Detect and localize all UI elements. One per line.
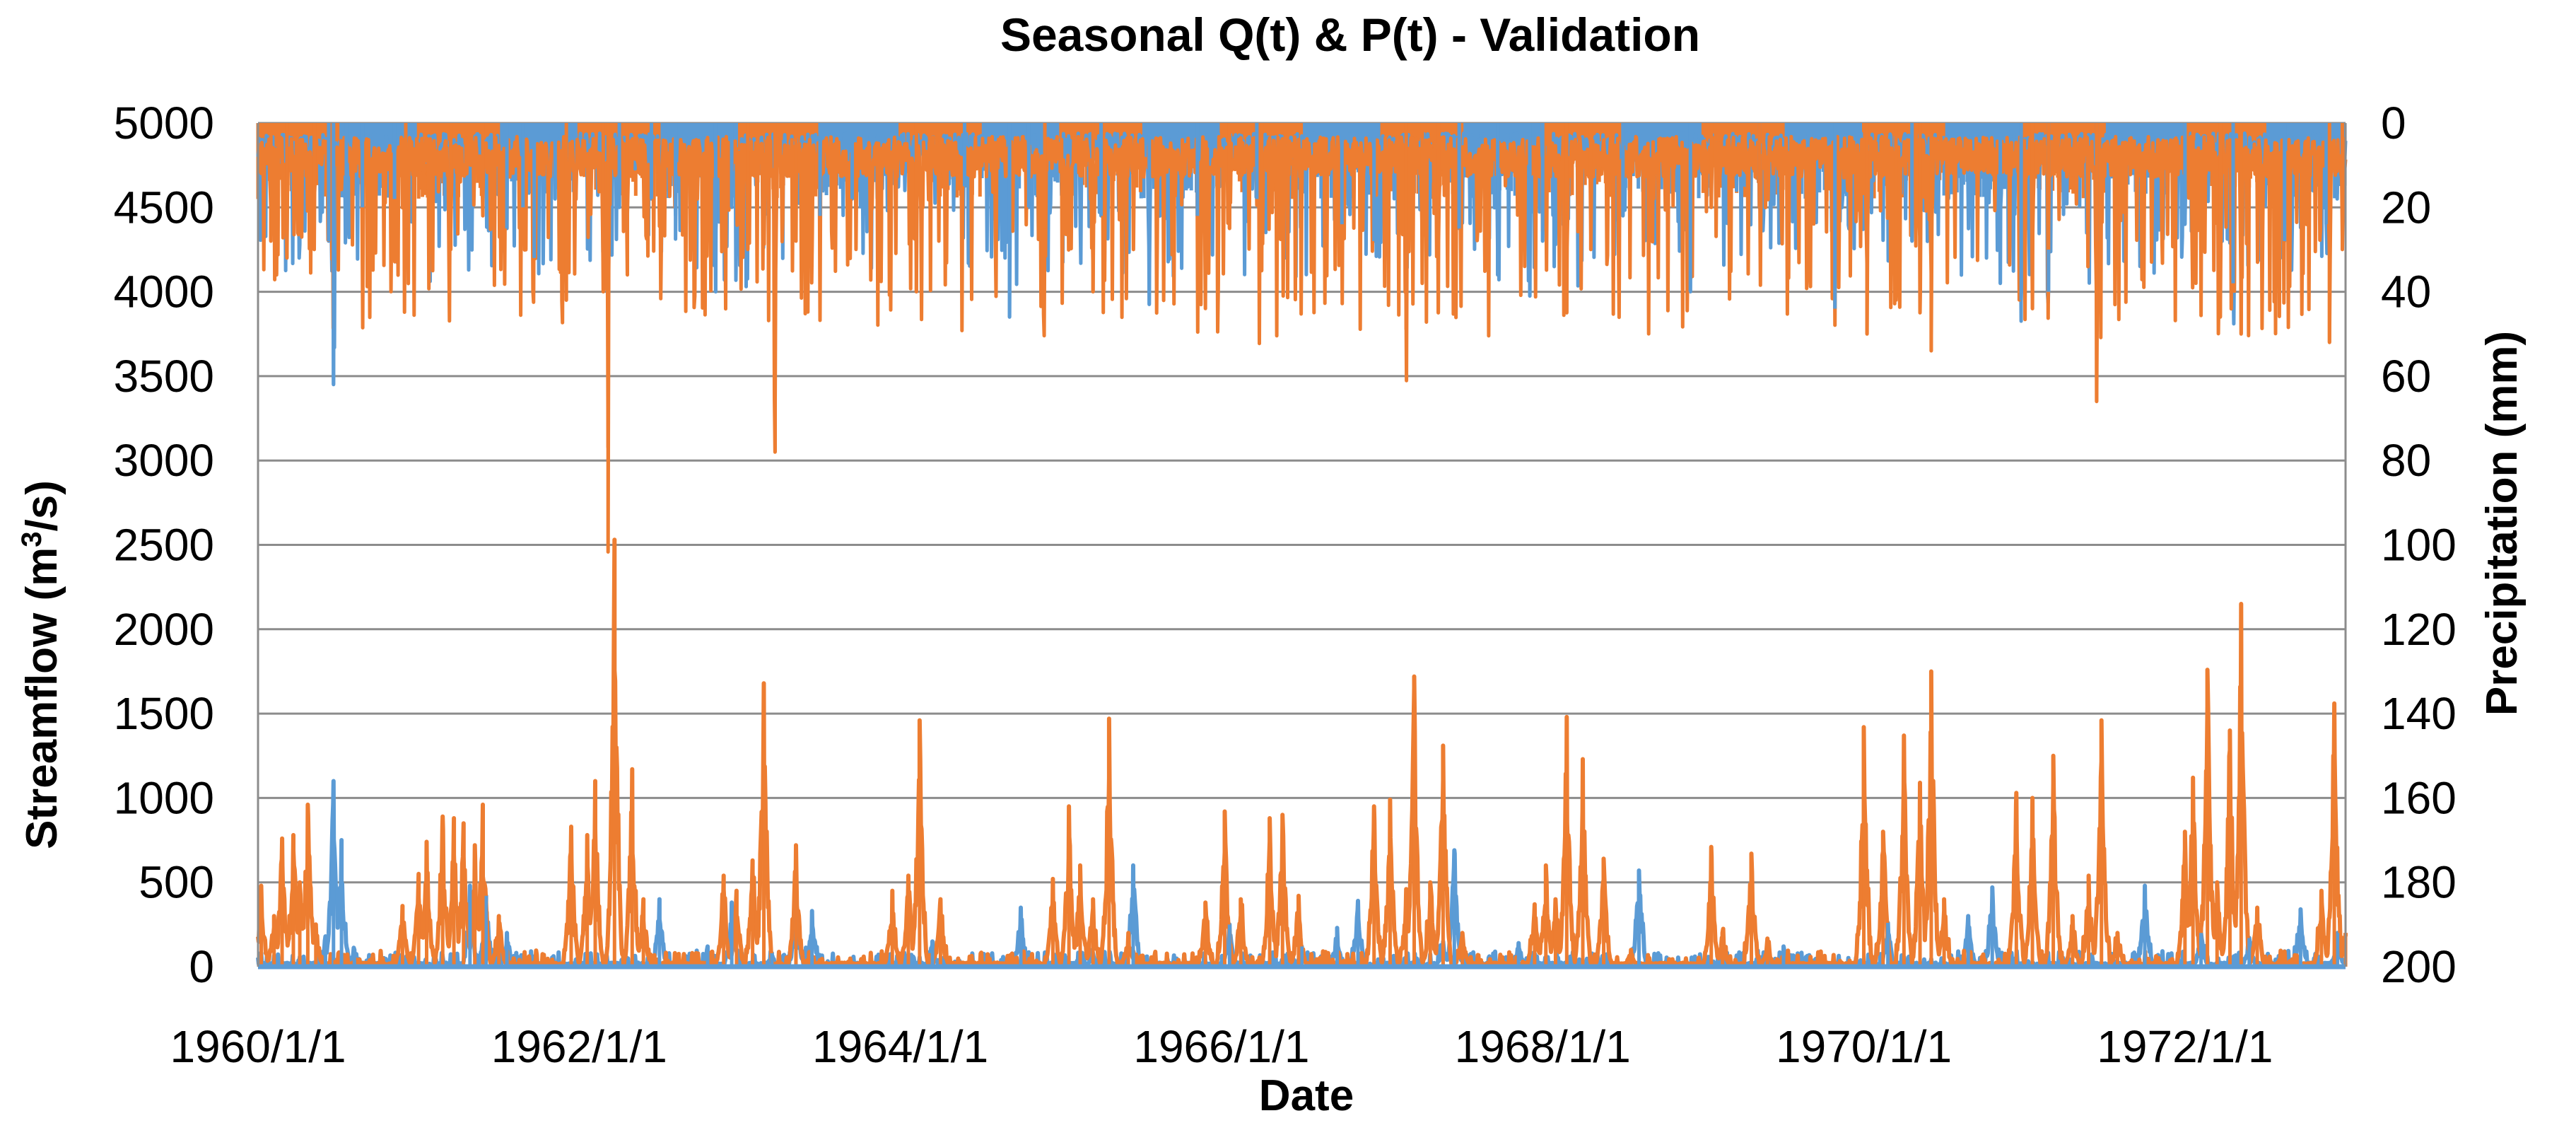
y-right-tick-label: 140: [2381, 688, 2457, 739]
y-right-tick-label: 40: [2381, 267, 2431, 318]
x-axis-title: Date: [1259, 1071, 1354, 1120]
x-tick-label: 1968/1/1: [1455, 1021, 1631, 1072]
x-tick-label: 1960/1/1: [170, 1021, 346, 1072]
y-right-tick-label: 0: [2381, 98, 2406, 149]
y-left-tick-label: 0: [189, 941, 214, 992]
y-left-tick-label: 3500: [114, 351, 214, 402]
series-layer: [256, 123, 2348, 970]
y-left-tick-label: 1500: [114, 688, 214, 739]
y-left-tick-label: 500: [139, 857, 214, 908]
y-right-tick-label: 60: [2381, 351, 2431, 402]
y-right-tick-label: 200: [2381, 941, 2457, 992]
y-left-tick-label: 1000: [114, 772, 214, 823]
y-axis-left-title-superscript: 3: [16, 531, 47, 547]
y-right-tick-label: 120: [2381, 604, 2457, 655]
x-tick-label: 1970/1/1: [1776, 1021, 1952, 1072]
x-tick-label: 1964/1/1: [812, 1021, 988, 1072]
y-left-tick-label: 4000: [114, 267, 214, 318]
y-left-tick-label: 4500: [114, 182, 214, 233]
x-tick-label: 1962/1/1: [491, 1021, 667, 1072]
y-right-tick-label: 80: [2381, 435, 2431, 486]
y-left-tick-label: 5000: [114, 98, 214, 149]
y-axis-left-title-suffix: /s): [18, 480, 66, 531]
y-left-tick-label: 2500: [114, 520, 214, 571]
y-right-tick-label: 160: [2381, 772, 2457, 823]
y-axis-left-title-prefix: Streamflow (m: [18, 547, 66, 849]
chart-title: Seasonal Q(t) & P(t) - Validation: [1000, 8, 1700, 61]
y-axis-left-title: Streamflow (m3/s): [16, 480, 66, 849]
x-tick-label: 1972/1/1: [2097, 1021, 2273, 1072]
y-right-tick-label: 180: [2381, 857, 2457, 908]
y-right-tick-label: 100: [2381, 520, 2457, 571]
y-right-tick-label: 20: [2381, 182, 2431, 233]
y-left-tick-label: 3000: [114, 435, 214, 486]
y-axis-right-title: Precipitation (mm): [2478, 331, 2527, 716]
y-left-tick-label: 2000: [114, 604, 214, 655]
axis-layer: 0500100015002000250030003500400045005000…: [114, 98, 2457, 1072]
x-tick-label: 1966/1/1: [1133, 1021, 1309, 1072]
